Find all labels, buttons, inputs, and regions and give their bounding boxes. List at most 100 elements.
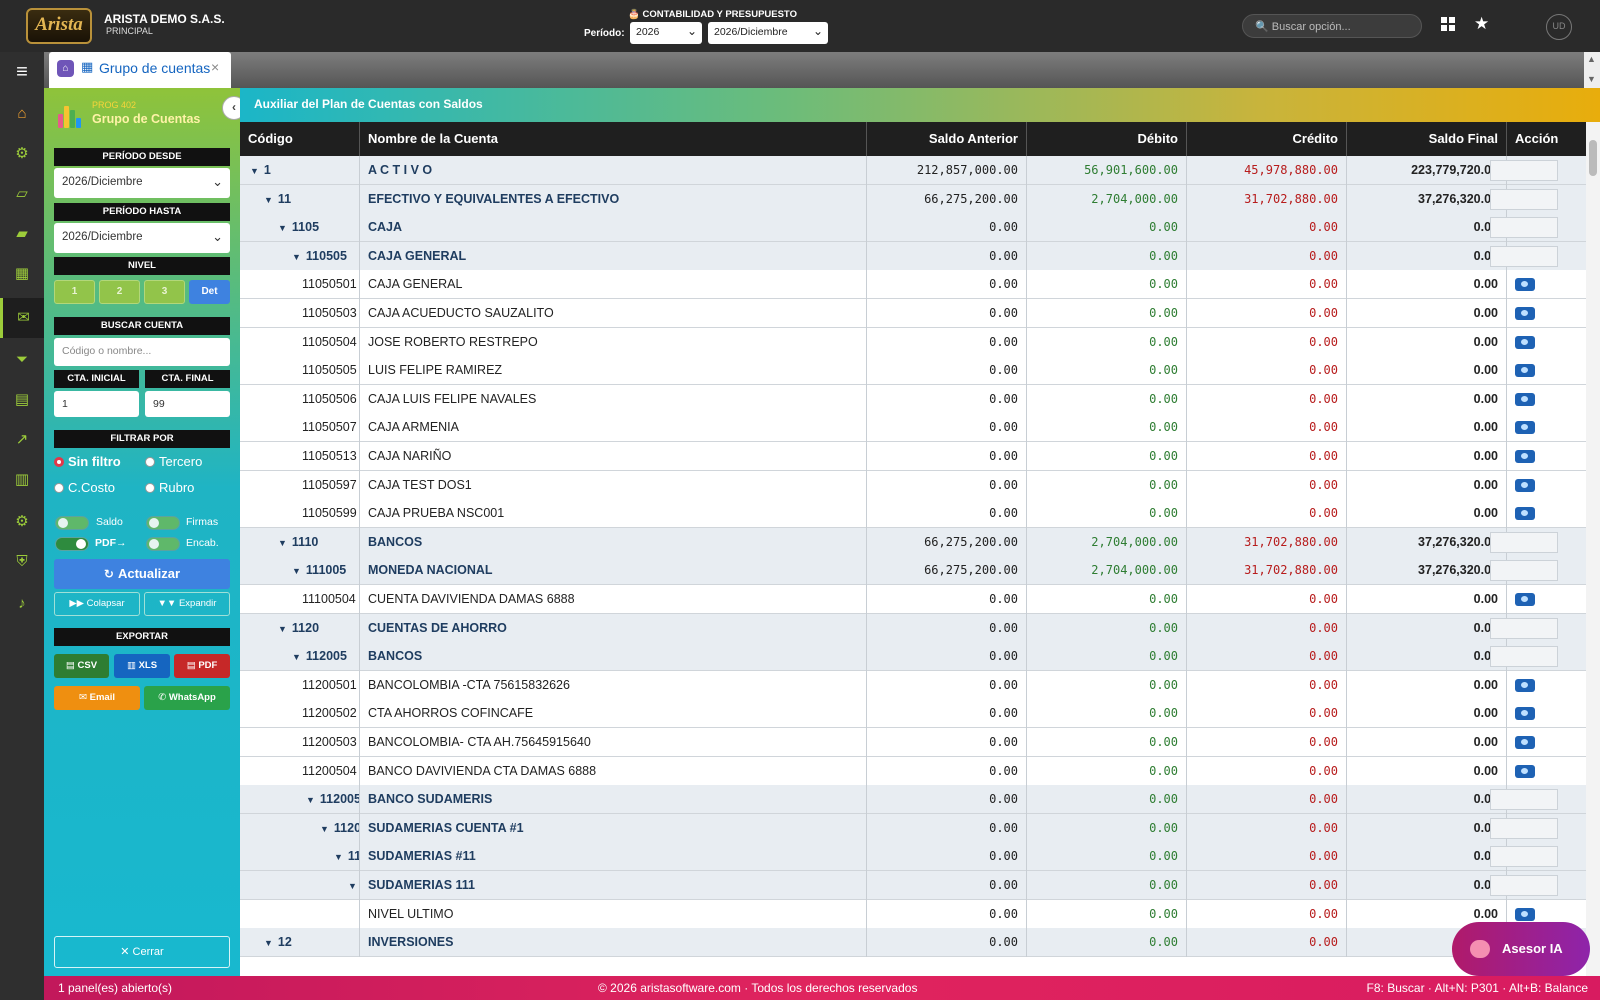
expand-caret-icon[interactable]: ▼ xyxy=(278,223,287,234)
view-detail-button[interactable] xyxy=(1515,450,1535,463)
envelope-icon[interactable]: ✉ xyxy=(0,298,44,338)
expandir-button[interactable]: ▼▼ Expandir xyxy=(144,592,230,616)
table-row[interactable]: ▼ 1110 BANCOS 66,275,200.00 2,704,000.00 31,7… xyxy=(240,527,1586,557)
home-icon[interactable]: ⌂ xyxy=(17,105,27,122)
arista-logo[interactable]: Arista xyxy=(26,8,92,44)
view-detail-button[interactable] xyxy=(1515,392,1535,406)
table-row[interactable]: ▼ 110505 CAJA GENERAL 0.00 0.00 0.00 0.00 xyxy=(240,241,1586,271)
export-pdf-button[interactable]: ▤ PDF xyxy=(174,654,230,678)
radio-ccosto[interactable]: C.Costo xyxy=(54,480,115,495)
year-select[interactable]: 2026 ⌄ xyxy=(630,22,702,44)
col-saldo-anterior[interactable]: Saldo Anterior xyxy=(867,122,1027,156)
table-row[interactable]: 11200504 BANCO DAVIVIENDA CTA DAMAS 6888 0… xyxy=(240,756,1586,786)
view-detail-button[interactable] xyxy=(1515,278,1535,292)
nivel-2-button[interactable]: 2 xyxy=(99,280,140,304)
view-detail-button[interactable] xyxy=(1515,307,1535,320)
table-row[interactable]: ▼ 1120 CUENTAS DE AHORRO 0.00 0.00 0.00 0.00 xyxy=(240,613,1586,643)
view-detail-button[interactable] xyxy=(1515,364,1535,378)
table-row[interactable]: ▼ 11 SUDAMERIAS #11 0.00 0.00 0.00 0.00 xyxy=(240,842,1586,872)
view-detail-button[interactable] xyxy=(1515,707,1535,721)
line-chart-icon[interactable]: ↗ xyxy=(15,431,29,448)
cta-final-input[interactable]: 99 xyxy=(145,391,230,417)
expand-caret-icon[interactable]: ▼ xyxy=(278,623,287,634)
col-debito[interactable]: Débito xyxy=(1027,122,1187,156)
view-detail-button[interactable] xyxy=(1515,335,1535,349)
folder-open-icon[interactable]: ▱ xyxy=(16,185,28,202)
view-detail-button[interactable] xyxy=(1515,736,1535,749)
table-scrollbar[interactable] xyxy=(1586,122,1600,976)
tabs-scroll[interactable]: ▲ ▼ xyxy=(1584,52,1600,88)
table-row[interactable]: ▼ 1 A C T I V O 212,857,000.00 56,901,600.00… xyxy=(240,156,1586,185)
tab-grupo-de-cuentas[interactable]: ⌂ ▦ Grupo de cuentas × xyxy=(49,52,231,88)
hamburger-menu-icon[interactable]: ≡ xyxy=(16,61,28,83)
whatsapp-button[interactable]: ✆ WhatsApp xyxy=(144,686,230,710)
expand-caret-icon[interactable]: ▼ xyxy=(264,938,273,949)
nivel-det-button[interactable]: Det xyxy=(189,280,230,304)
table-row[interactable]: 11050513 CAJA NARIÑO 0.00 0.00 0.00 0.00 xyxy=(240,442,1586,471)
scroll-down-icon[interactable]: ▼ xyxy=(1587,74,1596,84)
scroll-up-icon[interactable]: ▲ xyxy=(1587,54,1596,64)
colapsar-button[interactable]: ▶▶ Colapsar xyxy=(54,592,140,616)
email-button[interactable]: ✉ Email xyxy=(54,686,140,710)
expand-caret-icon[interactable]: ▼ xyxy=(292,652,301,663)
view-detail-button[interactable] xyxy=(1515,478,1535,492)
col-nombre[interactable]: Nombre de la Cuenta xyxy=(360,122,867,156)
table-row[interactable]: ▼ 11 EFECTIVO Y EQUIVALENTES A EFECTIVO 66,… xyxy=(240,184,1586,214)
table-row[interactable]: ▼ 111005 MONEDA NACIONAL 66,275,200.00 2,704… xyxy=(240,556,1586,586)
grid-icon[interactable] xyxy=(1440,16,1456,37)
scrollbar-thumb[interactable] xyxy=(1589,140,1597,176)
expand-caret-icon[interactable]: ▼ xyxy=(348,881,357,891)
bar-chart-icon[interactable]: ▥ xyxy=(14,471,30,488)
table-row[interactable]: 11050507 CAJA ARMENIA 0.00 0.00 0.00 0.00 xyxy=(240,413,1586,443)
expand-caret-icon[interactable]: ▼ xyxy=(334,852,343,863)
table-row[interactable]: 11200502 CTA AHORROS COFINCAFE 0.00 0.00 0.0… xyxy=(240,699,1586,729)
avatar[interactable]: UD xyxy=(1546,14,1572,40)
month-select[interactable]: 2026/Diciembre ⌄ xyxy=(708,22,828,44)
toggle-firmas[interactable] xyxy=(146,516,180,530)
table-row[interactable]: ▼ 1105 CAJA 0.00 0.00 0.00 0.00 xyxy=(240,213,1586,243)
col-codigo[interactable]: Código xyxy=(240,122,360,156)
table-row[interactable]: 11200503 BANCOLOMBIA- CTA AH.75645915640 0… xyxy=(240,728,1586,757)
settings-icon[interactable]: ⚙ xyxy=(15,513,29,530)
toggle-pdf[interactable] xyxy=(55,537,89,551)
radio-rubro[interactable]: Rubro xyxy=(145,480,194,495)
expand-caret-icon[interactable]: ▼ xyxy=(292,251,301,262)
search-input[interactable]: 🔍 Buscar opción... xyxy=(1242,14,1422,38)
periodo-desde-select[interactable]: 2026/Diciembre ⌄ xyxy=(54,168,230,198)
actualizar-button[interactable]: ↻ Actualizar xyxy=(54,559,230,589)
table-row[interactable]: NIVEL ULTIMO 0.00 0.00 0.00 0.00 xyxy=(240,899,1586,929)
radio-sin-filtro[interactable]: Sin filtro xyxy=(54,454,121,469)
nivel-3-button[interactable]: 3 xyxy=(144,280,185,304)
table-row[interactable]: ▼ 1120 SUDAMERIAS CUENTA #1 0.00 0.00 0.00 0.0… xyxy=(240,813,1586,843)
table-row[interactable]: 11050505 LUIS FELIPE RAMIREZ 0.00 0.00 0.00 0… xyxy=(240,356,1586,386)
close-icon[interactable]: × xyxy=(211,59,220,75)
view-detail-button[interactable] xyxy=(1515,507,1535,521)
view-detail-button[interactable] xyxy=(1515,764,1535,778)
expand-caret-icon[interactable]: ▼ xyxy=(320,823,329,834)
table-row[interactable]: 11050503 CAJA ACUEDUCTO SAUZALITO 0.00 0.00… xyxy=(240,299,1586,328)
view-detail-button[interactable] xyxy=(1515,907,1535,921)
expand-caret-icon[interactable]: ▼ xyxy=(264,194,273,205)
table-row[interactable]: 11050504 JOSE ROBERTO RESTREPO 0.00 0.00 0.0… xyxy=(240,327,1586,357)
export-csv-button[interactable]: ▤ CSV xyxy=(54,654,109,678)
boxes-icon[interactable]: ▦ xyxy=(14,265,30,282)
view-detail-button[interactable] xyxy=(1515,678,1535,692)
expand-caret-icon[interactable]: ▼ xyxy=(278,537,287,548)
folder-add-icon[interactable]: ▰ xyxy=(16,225,28,242)
bell-icon[interactable]: ♪ xyxy=(18,595,26,612)
toggle-saldo[interactable] xyxy=(55,516,89,530)
document-icon[interactable]: ▤ xyxy=(14,391,30,408)
cta-inicial-input[interactable]: 1 xyxy=(54,391,139,417)
table-row[interactable]: 11050599 CAJA PRUEBA NSC001 0.00 0.00 0.00 0.… xyxy=(240,499,1586,529)
table-row[interactable]: 11100504 CUENTA DAVIVIENDA DAMAS 6888 0.00… xyxy=(240,585,1586,614)
col-saldo-final[interactable]: Saldo Final xyxy=(1347,122,1507,156)
periodo-hasta-select[interactable]: 2026/Diciembre ⌄ xyxy=(54,223,230,253)
table-row[interactable]: 11050501 CAJA GENERAL 0.00 0.00 0.00 0.00 xyxy=(240,270,1586,300)
table-row[interactable]: ▼ SUDAMERIAS 111 0.00 0.00 0.00 0.00 xyxy=(240,871,1586,900)
filter-icon[interactable]: ⏷ xyxy=(15,351,28,368)
buscar-cuenta-input[interactable]: Código o nombre... xyxy=(54,338,230,366)
table-row[interactable]: 11200501 BANCOLOMBIA -CTA 75615832626 0.00… xyxy=(240,670,1586,700)
gears-icon[interactable]: ⚙ xyxy=(15,145,29,162)
expand-caret-icon[interactable]: ▼ xyxy=(306,795,315,806)
